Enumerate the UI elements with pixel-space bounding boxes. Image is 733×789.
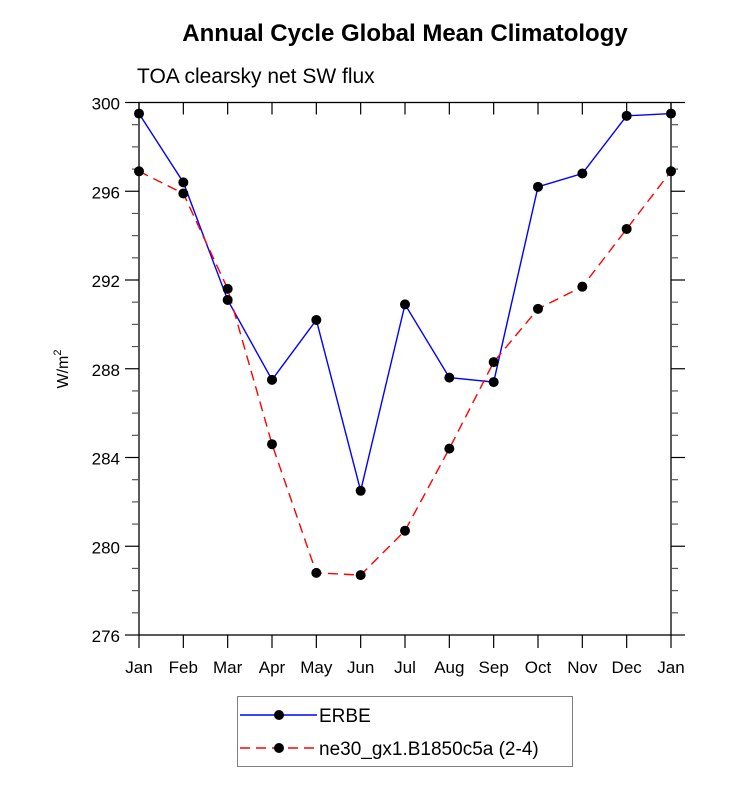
x-tick-label: Oct <box>525 658 552 677</box>
data-point <box>134 108 144 119</box>
x-tick-label: Aug <box>434 658 464 677</box>
series-markers-0 <box>134 108 676 496</box>
y-axis-label-superscript: 2 <box>52 350 64 356</box>
data-point <box>533 303 543 314</box>
series-markers-1 <box>134 166 676 581</box>
x-tick-label: Mar <box>213 658 243 677</box>
data-point <box>267 439 277 450</box>
legend-label-1: ne30_gx1.B1850c5a (2-4) <box>319 739 539 760</box>
y-tick-label: 288 <box>92 361 120 380</box>
legend-box <box>237 696 573 767</box>
y-tick-label: 284 <box>92 450 120 469</box>
chart-subtitle: TOA clearsky net SW flux <box>137 65 375 88</box>
data-point <box>222 283 233 294</box>
x-tick-label: Dec <box>612 658 643 677</box>
series-line-1 <box>138 170 672 576</box>
y-tick-label: 296 <box>92 183 120 202</box>
legend: ERBE ne30_gx1.B1850c5a (2-4) <box>237 696 573 767</box>
x-tick-label: May <box>300 658 333 677</box>
y-tick-label: 300 <box>92 95 120 114</box>
legend-marker-1 <box>274 743 284 753</box>
data-point <box>178 188 189 199</box>
data-point <box>311 314 322 325</box>
y-axis-label: W/m2 <box>52 350 72 389</box>
series-1 <box>138 170 672 576</box>
data-point <box>621 110 632 121</box>
y-tick-label: 292 <box>92 272 120 291</box>
x-tick-label: Jan <box>657 658 684 677</box>
data-point <box>533 181 543 192</box>
data-point <box>666 166 676 177</box>
series-layer <box>134 108 676 581</box>
x-tick-label: Feb <box>169 658 198 677</box>
y-tick-label: 280 <box>92 538 120 557</box>
data-point <box>355 485 366 496</box>
y-tick-label: 276 <box>92 627 120 646</box>
data-point <box>488 377 499 388</box>
legend-marker-0 <box>274 710 284 720</box>
data-point <box>577 281 588 292</box>
data-point <box>355 570 366 581</box>
data-point <box>134 166 144 177</box>
data-point <box>666 108 676 119</box>
x-tick-label: Apr <box>259 658 286 677</box>
x-tick-label: Sep <box>479 658 509 677</box>
data-point <box>267 374 277 385</box>
chart-title: Annual Cycle Global Mean Climatology <box>182 20 628 47</box>
axes <box>125 101 685 648</box>
data-point <box>577 168 588 179</box>
x-tick-label: Jun <box>347 658 374 677</box>
legend-label-0: ERBE <box>319 706 371 727</box>
data-point <box>400 525 410 536</box>
x-tick-label: Jan <box>125 658 152 677</box>
data-point <box>400 299 410 310</box>
plot-frame <box>138 101 672 636</box>
x-tick-label: Jul <box>394 658 416 677</box>
x-tick-label: Nov <box>567 658 598 677</box>
data-point <box>311 567 322 578</box>
y-axis-label-text: W/m <box>55 356 72 389</box>
svg-text:W/m2: W/m2 <box>52 350 72 389</box>
data-point <box>444 443 455 454</box>
data-point <box>222 294 233 305</box>
data-point <box>444 372 455 383</box>
data-point <box>488 357 499 368</box>
tick-labels: Jan Feb Mar Apr May Jun Jul Aug Sep Oct Nov Dec Jan 2… <box>92 95 685 678</box>
data-point <box>178 177 189 188</box>
data-point <box>621 223 632 234</box>
